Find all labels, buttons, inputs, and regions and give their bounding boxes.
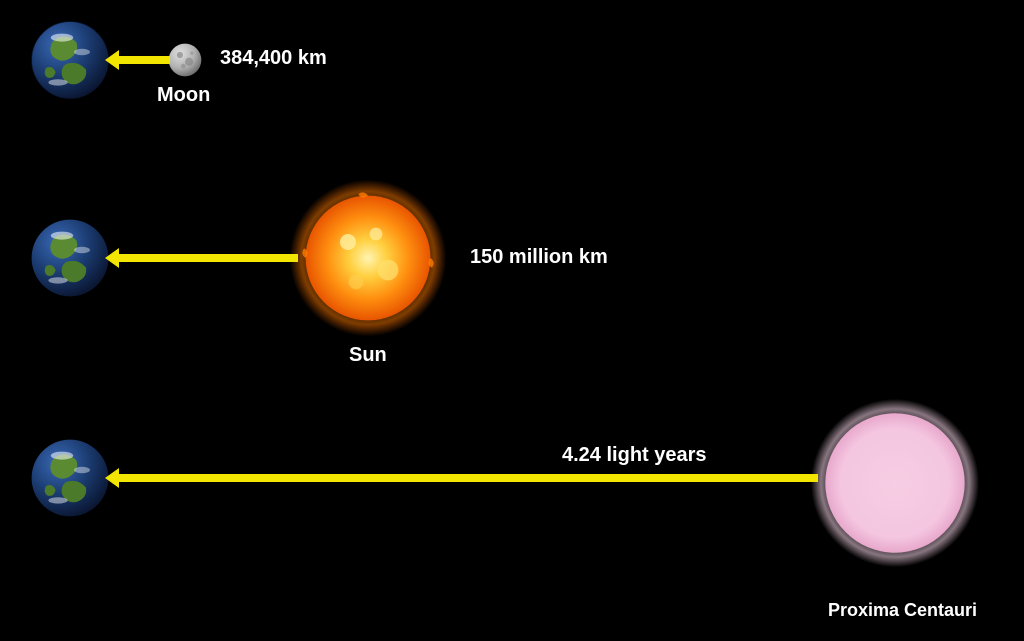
earth-proxima-row xyxy=(30,438,110,518)
distance-label-proxima: 4.24 light years xyxy=(562,444,707,467)
moon-body xyxy=(168,43,202,77)
proxima-body xyxy=(810,398,980,568)
name-label-proxima: Proxima Centauri xyxy=(828,600,977,621)
moon-icon xyxy=(168,43,202,77)
arrow-sun xyxy=(105,254,298,262)
distance-label-sun: 150 million km xyxy=(470,246,608,269)
name-label-sun: Sun xyxy=(349,344,387,367)
proxima-icon xyxy=(810,398,980,568)
sun-icon xyxy=(288,178,448,338)
earth-icon xyxy=(30,218,110,298)
earth-sun-row xyxy=(30,218,110,298)
arrow-moon xyxy=(105,56,170,64)
earth-icon xyxy=(30,20,110,100)
distance-label-moon: 384,400 km xyxy=(220,47,327,70)
earth-icon xyxy=(30,438,110,518)
arrow-proxima xyxy=(105,474,818,482)
sun-body xyxy=(288,178,448,338)
name-label-moon: Moon xyxy=(157,84,210,107)
earth-moon-row xyxy=(30,20,110,100)
